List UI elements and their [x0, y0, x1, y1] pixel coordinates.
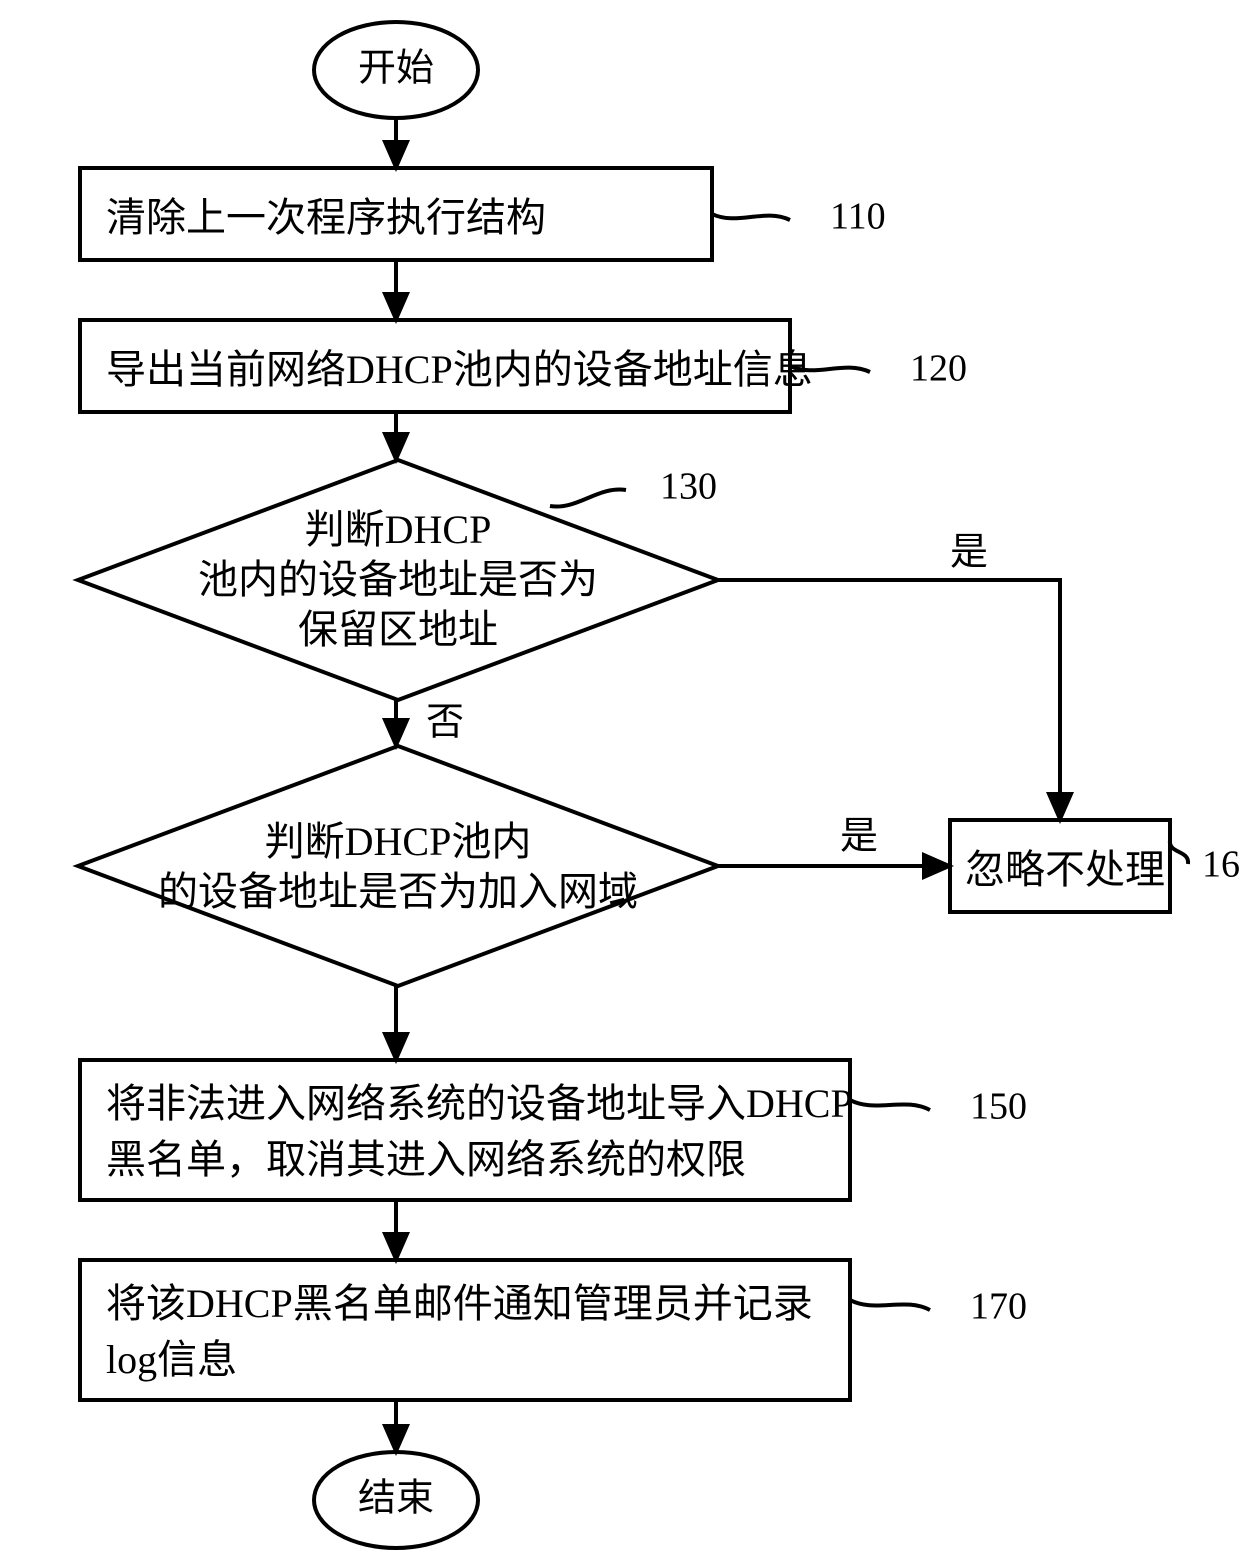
- decision-d130-text-1: 池内的设备地址是否为: [198, 557, 598, 602]
- edge-label-d130_no: 否: [426, 702, 464, 744]
- label-b120: 120: [910, 348, 967, 390]
- edge-label-d140_yes: 是: [840, 816, 878, 858]
- label-b160: 160: [1202, 844, 1240, 886]
- connector-a_130_160: [718, 580, 1060, 820]
- decision-d130-text-2: 保留区地址: [298, 607, 498, 652]
- connector-lead_110: [712, 214, 790, 220]
- end-terminator-label: 结束: [358, 1478, 434, 1520]
- process-b170-text-1: log信息: [106, 1337, 237, 1382]
- decision-d140-text-1: 的设备地址是否为加入网域: [158, 869, 638, 914]
- decision-d130-text-0: 判断DHCP: [305, 507, 492, 552]
- process-b150-text-0: 将非法进入网络系统的设备地址导入DHCP: [106, 1081, 853, 1126]
- label-b150: 150: [970, 1086, 1027, 1128]
- label-b110: 110: [830, 196, 886, 238]
- process-b110-text-0: 清除上一次程序执行结构: [106, 195, 546, 240]
- start-terminator-label: 开始: [358, 48, 434, 90]
- connector-lead_130: [550, 489, 626, 506]
- edge-label-d130_yes: 是: [950, 532, 988, 574]
- connector-lead_160: [1170, 840, 1188, 864]
- process-b120-text-0: 导出当前网络DHCP池内的设备地址信息: [106, 347, 813, 392]
- decision-d140: [78, 746, 718, 986]
- process-b150-text-1: 黑名单，取消其进入网络系统的权限: [106, 1137, 746, 1182]
- decision-d140-text-0: 判断DHCP池内: [265, 819, 532, 864]
- label-d130: 130: [660, 466, 717, 508]
- process-b170-text-0: 将该DHCP黑名单邮件通知管理员并记录: [106, 1281, 813, 1326]
- label-b170: 170: [970, 1286, 1027, 1328]
- connector-lead_150: [850, 1100, 930, 1110]
- connector-lead_170: [850, 1300, 930, 1310]
- process-b160-text-0: 忽略不处理: [965, 847, 1165, 892]
